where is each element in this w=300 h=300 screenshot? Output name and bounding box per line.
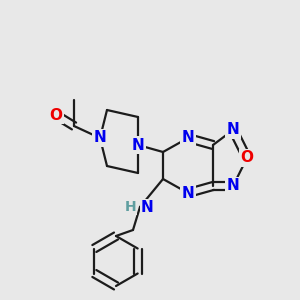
Text: N: N (226, 122, 239, 137)
Text: O: O (50, 107, 62, 122)
Text: N: N (141, 200, 154, 214)
Text: O: O (241, 151, 254, 166)
Text: N: N (182, 185, 194, 200)
Text: N: N (226, 178, 239, 194)
Text: H: H (124, 200, 136, 214)
Text: N: N (132, 137, 144, 152)
Text: N: N (182, 130, 194, 146)
Text: N: N (94, 130, 106, 146)
